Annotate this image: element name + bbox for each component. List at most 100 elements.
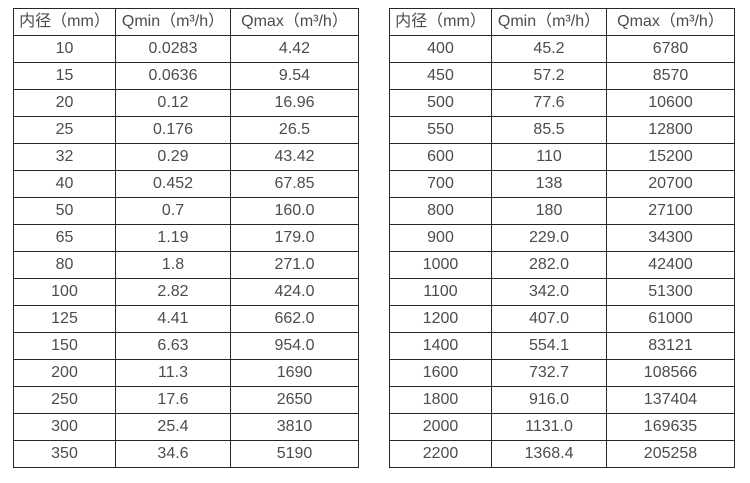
table-cell: 342.0 xyxy=(491,278,607,306)
table-row: 50 0.7 160.0 xyxy=(13,197,359,225)
table-row: 500 77.6 10600 xyxy=(389,89,735,117)
table-cell: 125 xyxy=(13,305,116,333)
table-cell: 0.0283 xyxy=(115,35,231,63)
flow-range-table-left: 内径（mm） Qmin（m³/h） Qmax（m³/h） 10 0.0283 4.4… xyxy=(13,8,359,468)
table-row: 450 57.2 8570 xyxy=(389,62,735,90)
table-cell: 1400 xyxy=(389,332,492,360)
table-cell: 282.0 xyxy=(491,251,607,279)
table-cell: 954.0 xyxy=(230,332,359,360)
table-cell: 40 xyxy=(13,170,116,198)
table-cell: 0.29 xyxy=(115,143,231,171)
table-body: 400 45.2 6780 450 57.2 8570 500 77.6 10600 550 85.… xyxy=(389,35,735,468)
table-cell: 43.42 xyxy=(230,143,359,171)
column-header-inner-diameter: 内径（mm） xyxy=(389,8,492,36)
table-row: 800 180 27100 xyxy=(389,197,735,225)
table-cell: 16.96 xyxy=(230,89,359,117)
table-cell: 1131.0 xyxy=(491,413,607,441)
table-row: 600 110 15200 xyxy=(389,143,735,171)
table-cell: 554.1 xyxy=(491,332,607,360)
table-cell: 25.4 xyxy=(115,413,231,441)
column-header-inner-diameter: 内径（mm） xyxy=(13,8,116,36)
table-cell: 1100 xyxy=(389,278,492,306)
table-cell: 1600 xyxy=(389,359,492,387)
table-row: 1000 282.0 42400 xyxy=(389,251,735,279)
table-cell: 1000 xyxy=(389,251,492,279)
table-row: 250 17.6 2650 xyxy=(13,386,359,414)
table-cell: 9.54 xyxy=(230,62,359,90)
table-cell: 85.5 xyxy=(491,116,607,144)
table-cell: 108566 xyxy=(606,359,735,387)
table-header: 内径（mm） Qmin（m³/h） Qmax（m³/h） xyxy=(389,8,735,36)
table-cell: 180 xyxy=(491,197,607,225)
table-cell: 600 xyxy=(389,143,492,171)
table-cell: 61000 xyxy=(606,305,735,333)
table-cell: 4.42 xyxy=(230,35,359,63)
table-cell: 67.85 xyxy=(230,170,359,198)
table-row: 15 0.0636 9.54 xyxy=(13,62,359,90)
table-cell: 1800 xyxy=(389,386,492,414)
table-cell: 20700 xyxy=(606,170,735,198)
table-row: 20 0.12 16.96 xyxy=(13,89,359,117)
table-row: 40 0.452 67.85 xyxy=(13,170,359,198)
table-cell: 1.19 xyxy=(115,224,231,252)
table-cell: 10 xyxy=(13,35,116,63)
table-cell: 27100 xyxy=(606,197,735,225)
table-cell: 0.12 xyxy=(115,89,231,117)
table-cell: 65 xyxy=(13,224,116,252)
table-cell: 83121 xyxy=(606,332,735,360)
table-cell: 450 xyxy=(389,62,492,90)
table-cell: 2.82 xyxy=(115,278,231,306)
table-row: 2200 1368.4 205258 xyxy=(389,440,735,468)
table-cell: 34300 xyxy=(606,224,735,252)
table-cell: 350 xyxy=(13,440,116,468)
table-cell: 8570 xyxy=(606,62,735,90)
column-header-qmax: Qmax（m³/h） xyxy=(606,8,735,36)
table-cell: 137404 xyxy=(606,386,735,414)
table-cell: 100 xyxy=(13,278,116,306)
table-cell: 34.6 xyxy=(115,440,231,468)
table-header: 内径（mm） Qmin（m³/h） Qmax（m³/h） xyxy=(13,8,359,36)
table-cell: 42400 xyxy=(606,251,735,279)
table-row: 1800 916.0 137404 xyxy=(389,386,735,414)
table-cell: 500 xyxy=(389,89,492,117)
table-row: 65 1.19 179.0 xyxy=(13,224,359,252)
table-cell: 25 xyxy=(13,116,116,144)
table-body: 10 0.0283 4.42 15 0.0636 9.54 20 0.12 16.96 25 0.1… xyxy=(13,35,359,468)
table-cell: 407.0 xyxy=(491,305,607,333)
table-cell: 271.0 xyxy=(230,251,359,279)
table-row: 350 34.6 5190 xyxy=(13,440,359,468)
table-cell: 138 xyxy=(491,170,607,198)
table-cell: 45.2 xyxy=(491,35,607,63)
table-cell: 5190 xyxy=(230,440,359,468)
table-cell: 15 xyxy=(13,62,116,90)
column-header-qmin: Qmin（m³/h） xyxy=(491,8,607,36)
table-cell: 80 xyxy=(13,251,116,279)
table-cell: 800 xyxy=(389,197,492,225)
table-cell: 179.0 xyxy=(230,224,359,252)
table-cell: 2200 xyxy=(389,440,492,468)
table-row: 125 4.41 662.0 xyxy=(13,305,359,333)
table-row: 300 25.4 3810 xyxy=(13,413,359,441)
table-cell: 732.7 xyxy=(491,359,607,387)
table-cell: 2650 xyxy=(230,386,359,414)
table-cell: 1.8 xyxy=(115,251,231,279)
table-cell: 110 xyxy=(491,143,607,171)
table-row: 10 0.0283 4.42 xyxy=(13,35,359,63)
table-row: 32 0.29 43.42 xyxy=(13,143,359,171)
table-cell: 300 xyxy=(13,413,116,441)
table-row: 2000 1131.0 169635 xyxy=(389,413,735,441)
table-row: 1600 732.7 108566 xyxy=(389,359,735,387)
table-cell: 0.7 xyxy=(115,197,231,225)
column-header-qmax: Qmax（m³/h） xyxy=(230,8,359,36)
table-row: 80 1.8 271.0 xyxy=(13,251,359,279)
table-cell: 20 xyxy=(13,89,116,117)
table-cell: 0.0636 xyxy=(115,62,231,90)
header-row: 内径（mm） Qmin（m³/h） Qmax（m³/h） xyxy=(389,8,735,36)
table-cell: 424.0 xyxy=(230,278,359,306)
table-cell: 150 xyxy=(13,332,116,360)
table-cell: 662.0 xyxy=(230,305,359,333)
table-row: 550 85.5 12800 xyxy=(389,116,735,144)
table-row: 900 229.0 34300 xyxy=(389,224,735,252)
table-row: 1100 342.0 51300 xyxy=(389,278,735,306)
table-cell: 10600 xyxy=(606,89,735,117)
